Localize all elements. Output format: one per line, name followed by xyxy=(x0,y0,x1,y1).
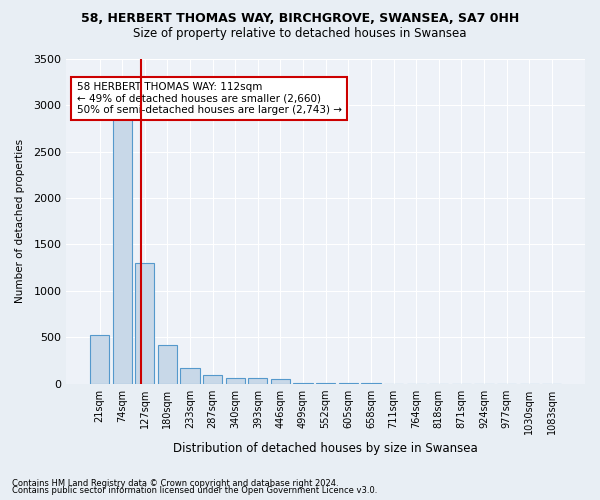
Text: Contains public sector information licensed under the Open Government Licence v3: Contains public sector information licen… xyxy=(12,486,377,495)
Bar xyxy=(90,336,109,384)
Bar xyxy=(158,344,177,384)
Bar xyxy=(181,368,200,384)
Y-axis label: Number of detached properties: Number of detached properties xyxy=(15,139,25,304)
Bar xyxy=(226,378,245,384)
Bar xyxy=(248,378,268,384)
Bar xyxy=(271,380,290,384)
X-axis label: Distribution of detached houses by size in Swansea: Distribution of detached houses by size … xyxy=(173,442,478,455)
Text: Size of property relative to detached houses in Swansea: Size of property relative to detached ho… xyxy=(133,28,467,40)
Text: 58 HERBERT THOMAS WAY: 112sqm
← 49% of detached houses are smaller (2,660)
50% o: 58 HERBERT THOMAS WAY: 112sqm ← 49% of d… xyxy=(77,82,341,115)
Text: Contains HM Land Registry data © Crown copyright and database right 2024.: Contains HM Land Registry data © Crown c… xyxy=(12,478,338,488)
Bar xyxy=(113,114,132,384)
Text: 58, HERBERT THOMAS WAY, BIRCHGROVE, SWANSEA, SA7 0HH: 58, HERBERT THOMAS WAY, BIRCHGROVE, SWAN… xyxy=(81,12,519,26)
Bar xyxy=(135,263,154,384)
Bar xyxy=(203,375,222,384)
